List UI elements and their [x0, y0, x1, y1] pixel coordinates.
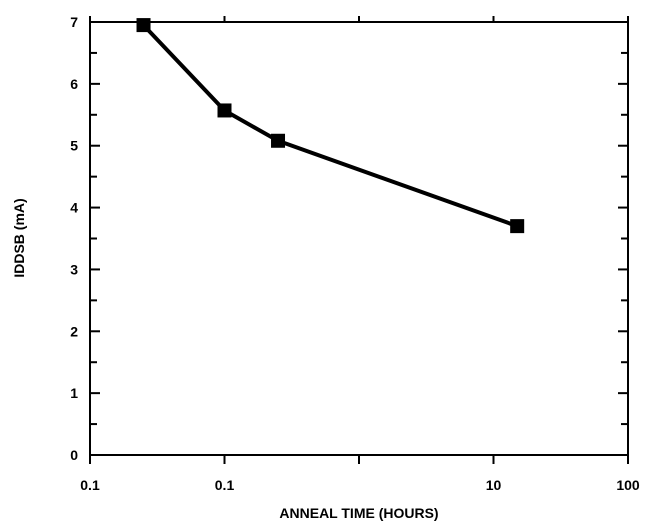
y-tick-label: 6	[70, 76, 78, 92]
plot-frame	[89, 21, 629, 456]
x-axis-label: ANNEAL TIME (HOURS)	[279, 505, 438, 521]
x-tick-label: 0.1	[215, 477, 235, 493]
data-point-marker	[271, 133, 286, 148]
data-point-marker	[217, 103, 232, 118]
series-line	[141, 23, 520, 229]
x-tick-label: 10	[486, 477, 502, 493]
y-tick-label: 5	[70, 138, 78, 154]
x-axis-ticks	[89, 16, 629, 464]
y-tick-label: 7	[70, 14, 78, 30]
data-point-marker	[510, 219, 525, 234]
x-tick-label: 0.1	[80, 477, 100, 493]
x-axis-tick-labels: 0.1 0.1 10 100	[80, 477, 640, 493]
y-tick-label: 4	[70, 200, 78, 216]
y-axis-label: IDDSB (mA)	[11, 198, 27, 277]
y-tick-label: 0	[70, 447, 78, 463]
series-layer	[136, 18, 525, 234]
y-tick-label: 3	[70, 261, 78, 277]
y-axis-tick-labels: 0 1 2 3 4 5 6 7	[70, 14, 78, 463]
y-axis-ticks	[90, 21, 628, 456]
x-tick-label: 100	[616, 477, 640, 493]
data-point-marker	[136, 18, 151, 33]
y-tick-label: 2	[70, 323, 78, 339]
y-tick-label: 1	[70, 385, 78, 401]
